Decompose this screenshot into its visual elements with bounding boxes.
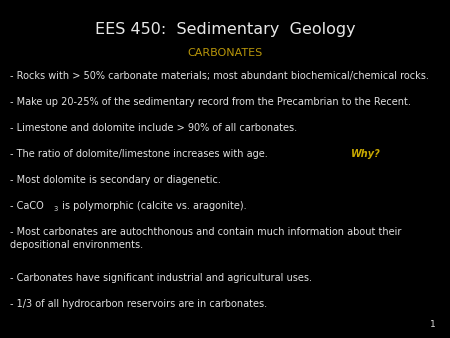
Text: - CaCO: - CaCO <box>10 201 44 211</box>
Text: 1: 1 <box>430 319 436 329</box>
Text: - 1/3 of all hydrocarbon reservoirs are in carbonates.: - 1/3 of all hydrocarbon reservoirs are … <box>10 299 267 309</box>
Text: - Most dolomite is secondary or diagenetic.: - Most dolomite is secondary or diagenet… <box>10 175 221 185</box>
Text: - Limestone and dolomite include > 90% of all carbonates.: - Limestone and dolomite include > 90% o… <box>10 123 297 133</box>
Text: - Most carbonates are autochthonous and contain much information about their
dep: - Most carbonates are autochthonous and … <box>10 227 401 249</box>
Text: Why?: Why? <box>351 149 380 159</box>
Text: is polymorphic (calcite vs. aragonite).: is polymorphic (calcite vs. aragonite). <box>59 201 247 211</box>
Text: CARBONATES: CARBONATES <box>187 48 263 58</box>
Text: - The ratio of dolomite/limestone increases with age.: - The ratio of dolomite/limestone increa… <box>10 149 274 159</box>
Text: - Rocks with > 50% carbonate materials; most abundant biochemical/chemical rocks: - Rocks with > 50% carbonate materials; … <box>10 71 429 81</box>
Text: 3: 3 <box>54 206 58 212</box>
Text: EES 450:  Sedimentary  Geology: EES 450: Sedimentary Geology <box>94 22 356 37</box>
Text: - Carbonates have significant industrial and agricultural uses.: - Carbonates have significant industrial… <box>10 273 312 283</box>
Text: - Make up 20-25% of the sedimentary record from the Precambrian to the Recent.: - Make up 20-25% of the sedimentary reco… <box>10 97 411 107</box>
